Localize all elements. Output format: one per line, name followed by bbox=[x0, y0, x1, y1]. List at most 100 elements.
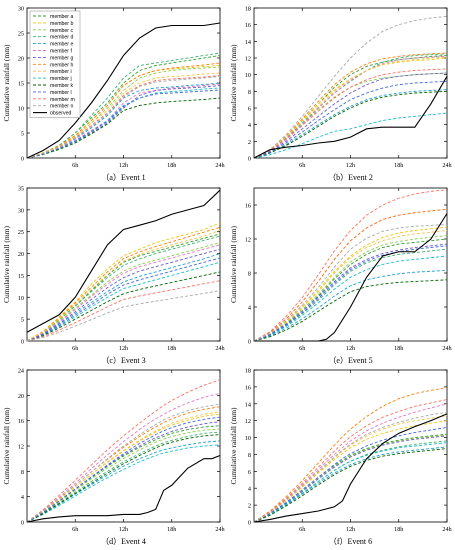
y-axis-label: Cumulative rainfall (mm) bbox=[229, 225, 238, 303]
series-line-member-e bbox=[26, 440, 221, 523]
series-line-member-k bbox=[253, 279, 448, 342]
series-line-member-f bbox=[253, 55, 448, 159]
y-tick-label: 25 bbox=[18, 31, 24, 38]
y-tick-label: 4 bbox=[248, 486, 251, 493]
y-tick-label: 4 bbox=[248, 122, 251, 129]
legend-label: observed bbox=[50, 111, 71, 117]
series-line-member-b bbox=[26, 65, 221, 159]
panel-caption: （e）Event 5 bbox=[328, 356, 372, 365]
series-line-member-m bbox=[26, 75, 221, 159]
series-line-member-h bbox=[253, 387, 448, 523]
series-line-member-g bbox=[253, 72, 448, 159]
series-line-member-m bbox=[26, 379, 221, 523]
series-line-member-l bbox=[26, 417, 221, 523]
x-tick-label: 6h bbox=[299, 162, 306, 169]
y-tick-label: 10 bbox=[245, 72, 251, 79]
series-line-member-n bbox=[253, 15, 448, 159]
plot-frame bbox=[26, 187, 221, 342]
series-line-member-k bbox=[26, 434, 221, 523]
x-tick-label: 6h bbox=[299, 526, 306, 533]
y-axis-label: Cumulative rainfall (mm) bbox=[2, 44, 11, 122]
y-tick-label: 4 bbox=[248, 305, 251, 312]
y-tick-label: 25 bbox=[18, 229, 24, 236]
series-line-member-l bbox=[253, 80, 448, 159]
x-tick-label: 6h bbox=[299, 345, 306, 352]
series-line-member-n bbox=[26, 76, 221, 159]
x-tick-label: 24h bbox=[215, 345, 225, 352]
series-line-member-e bbox=[253, 446, 448, 523]
series-line-member-f bbox=[26, 244, 221, 342]
y-tick-label: 0 bbox=[21, 339, 24, 346]
series-line-observed bbox=[254, 213, 448, 342]
panel-caption: （f）Event 6 bbox=[329, 537, 372, 546]
x-tick-label: 24h bbox=[215, 162, 225, 169]
y-tick-label: 30 bbox=[18, 207, 24, 214]
legend-label: member c bbox=[50, 28, 73, 34]
legend-label: member b bbox=[50, 21, 73, 27]
series-line-member-f bbox=[253, 403, 448, 523]
series-line-member-f bbox=[26, 392, 221, 523]
x-tick-label: 18h bbox=[394, 162, 404, 169]
panel-2: 0 2 4 6 8 10 12 14 16 18 6h 12h 18h 24h Cumulative rai… bbox=[229, 6, 453, 183]
y-tick-label: 2 bbox=[248, 139, 251, 146]
series-line-member-n bbox=[253, 224, 448, 342]
plot-frame bbox=[253, 7, 448, 159]
series-line-member-e bbox=[26, 253, 221, 342]
y-tick-label: 0 bbox=[21, 520, 24, 527]
series-line-member-e bbox=[26, 82, 221, 159]
legend-label: member f bbox=[50, 49, 72, 55]
legend-label: member m bbox=[50, 97, 75, 103]
series-line-member-m bbox=[253, 68, 448, 159]
series-line-member-a bbox=[253, 55, 448, 159]
series-line-member-a bbox=[253, 238, 448, 342]
y-tick-label: 6 bbox=[248, 106, 251, 113]
series-line-member-g bbox=[26, 421, 221, 523]
x-tick-label: 24h bbox=[442, 162, 452, 169]
series-line-member-i bbox=[253, 56, 448, 159]
x-tick-label: 12h bbox=[119, 345, 129, 352]
legend-label: member h bbox=[50, 62, 73, 68]
series-line-member-a bbox=[26, 233, 221, 342]
series-line-member-a bbox=[26, 425, 221, 523]
y-tick-label: 4 bbox=[21, 494, 24, 501]
series-line-member-l bbox=[26, 89, 221, 159]
series-line-observed bbox=[253, 413, 448, 523]
y-tick-label: 12 bbox=[245, 418, 251, 425]
series-line-member-h bbox=[26, 62, 221, 159]
x-tick-label: 12h bbox=[119, 162, 129, 169]
y-tick-label: 15 bbox=[18, 273, 24, 280]
legend-label: member j bbox=[50, 76, 72, 82]
series-line-member-m bbox=[253, 189, 448, 342]
y-tick-label: 0 bbox=[21, 156, 24, 163]
y-tick-label: 18 bbox=[245, 6, 251, 13]
y-tick-label: 5 bbox=[21, 131, 24, 138]
series-line-member-b bbox=[253, 226, 448, 342]
y-tick-label: 5 bbox=[21, 317, 24, 324]
series-line-member-b bbox=[253, 420, 448, 523]
series-line-member-k bbox=[253, 448, 448, 523]
x-tick-label: 12h bbox=[119, 526, 129, 533]
y-axis-label: Cumulative rainfall (mm) bbox=[2, 407, 11, 485]
series-line-member-c bbox=[26, 428, 221, 523]
x-tick-label: 18h bbox=[394, 526, 404, 533]
legend-label: member i bbox=[50, 69, 72, 75]
x-tick-label: 6h bbox=[72, 345, 79, 352]
series-line-member-k bbox=[253, 90, 448, 159]
series-line-observed bbox=[26, 189, 221, 333]
series-line-member-m bbox=[253, 399, 448, 523]
y-tick-label: 16 bbox=[245, 384, 251, 391]
y-tick-label: 0 bbox=[248, 156, 251, 163]
y-tick-label: 14 bbox=[245, 39, 251, 46]
series-line-member-c bbox=[26, 242, 221, 342]
x-tick-label: 24h bbox=[442, 345, 452, 352]
series-line-member-c bbox=[26, 66, 221, 159]
legend-label: member l bbox=[50, 90, 72, 96]
series-line-observed bbox=[26, 22, 221, 159]
x-tick-label: 18h bbox=[167, 345, 177, 352]
series-line-member-n bbox=[253, 411, 448, 523]
series-line-member-l bbox=[253, 245, 448, 342]
series-line-member-i bbox=[26, 229, 221, 342]
series-line-member-i bbox=[26, 72, 221, 159]
series-line-observed bbox=[26, 454, 221, 523]
